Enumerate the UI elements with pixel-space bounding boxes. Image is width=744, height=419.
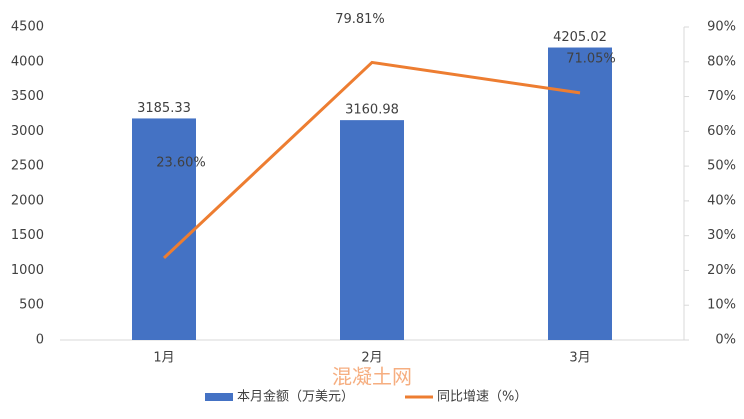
y-tick-label: 4000 xyxy=(11,54,44,69)
y-tick-label: 2000 xyxy=(11,193,44,208)
x-tick-label: 1月 xyxy=(153,351,174,366)
y2-tick-label: 40% xyxy=(707,193,736,208)
y2-tick-label: 0% xyxy=(715,333,736,348)
y-tick-label: 0 xyxy=(36,333,44,348)
y2-tick-label: 80% xyxy=(707,54,736,69)
y-tick-label: 3000 xyxy=(11,124,44,139)
legend-label: 同比增速（%） xyxy=(437,390,527,405)
y2-tick-label: 20% xyxy=(707,263,736,278)
y2-tick-label: 50% xyxy=(707,159,736,174)
line xyxy=(162,60,581,260)
data-label: 4205.02 xyxy=(553,30,607,45)
y2-tick-label: 60% xyxy=(707,124,736,139)
bar xyxy=(340,120,404,340)
y-tick-label: 4500 xyxy=(11,20,44,35)
bar xyxy=(548,47,612,341)
y-tick-label: 3500 xyxy=(11,89,44,104)
y2-tick-label: 10% xyxy=(707,298,736,313)
y-tick-label: 1000 xyxy=(11,263,44,278)
x-tick-label: 2月 xyxy=(361,351,382,366)
data-label: 3160.98 xyxy=(345,103,399,118)
legend-label: 本月金额（万美元） xyxy=(237,389,354,405)
data-label: 3185.33 xyxy=(137,101,191,116)
bar xyxy=(132,118,196,341)
legend-swatch xyxy=(205,393,233,401)
y-tick-label: 500 xyxy=(19,298,44,313)
y-tick-label: 2500 xyxy=(11,159,44,174)
watermark: 混凝土网 xyxy=(332,365,412,389)
y2-tick-label: 30% xyxy=(707,228,736,243)
x-tick-label: 3月 xyxy=(569,351,590,366)
data-label: 79.81% xyxy=(335,12,385,27)
y2-tick-label: 90% xyxy=(707,20,736,35)
y2-tick-label: 70% xyxy=(707,89,736,104)
data-label: 71.05% xyxy=(566,51,616,66)
y-tick-label: 1500 xyxy=(11,228,44,243)
data-label: 23.60% xyxy=(156,155,206,170)
